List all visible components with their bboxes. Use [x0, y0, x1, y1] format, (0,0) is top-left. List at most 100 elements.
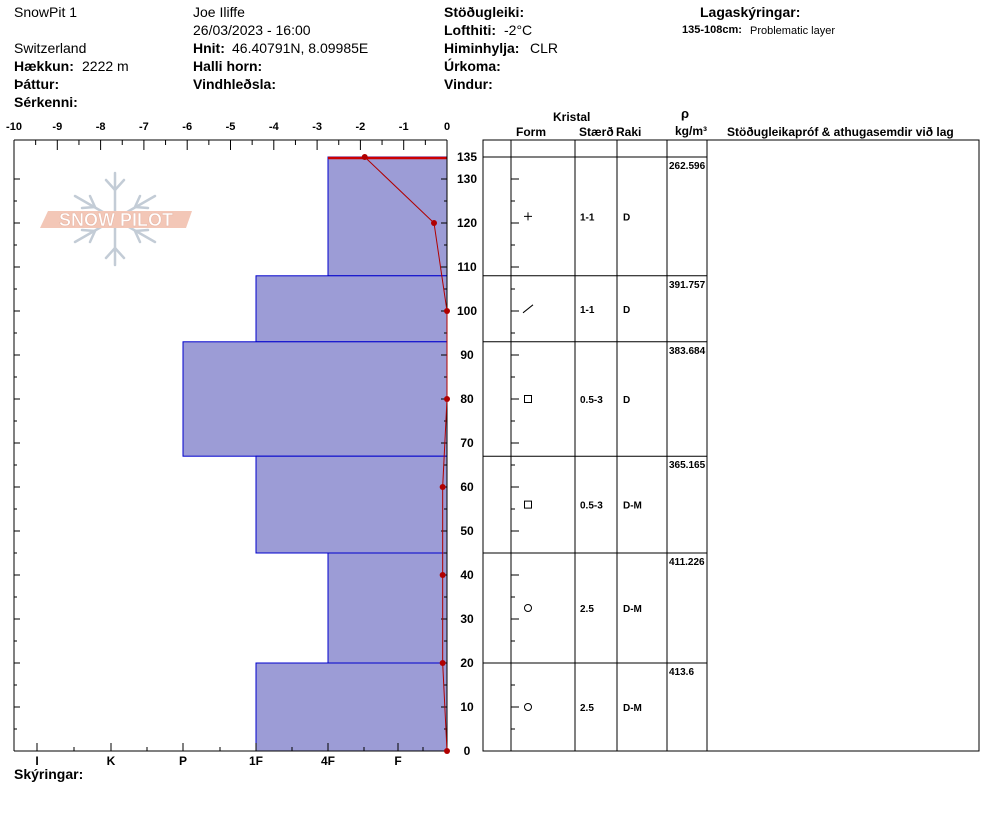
features-label: Sérkenni:	[14, 94, 78, 110]
layer-density: 391.757	[669, 280, 706, 291]
hardness-bar	[327, 552, 448, 664]
height-tick-label: 30	[460, 612, 474, 626]
coords-label: Hnit:	[193, 40, 225, 56]
temperature-point	[444, 748, 450, 754]
hardness-tick-label: F	[394, 754, 401, 768]
legend-title: Lagaskýringar:	[700, 4, 801, 20]
height-tick-label: 100	[457, 304, 477, 318]
hardness-tick-label: I	[35, 754, 38, 768]
country: Switzerland	[14, 40, 87, 56]
temperature-point	[439, 484, 446, 490]
layer-density: 413.6	[669, 667, 694, 678]
layer-size: 0.5-3	[580, 395, 603, 406]
temperature-point	[361, 154, 368, 160]
hardness-bar	[182, 341, 448, 457]
circle-icon	[524, 604, 532, 612]
layer-size: 1-1	[580, 305, 595, 316]
hardness-tick-label: P	[179, 754, 187, 768]
air-temp-label: Lofthiti:	[444, 22, 497, 38]
layer-size: 2.5	[580, 604, 594, 615]
temp-tick-label: -9	[52, 121, 62, 133]
hardness-tick-label: 1F	[249, 754, 263, 768]
layer-moisture: D-M	[623, 703, 642, 714]
footer-label: Skýringar:	[14, 766, 84, 782]
height-tick-label: 80	[460, 392, 474, 406]
layer-moisture: D	[623, 305, 630, 316]
height-tick-label: 70	[460, 436, 474, 450]
layer-moisture: D	[623, 212, 630, 223]
height-tick-label: 120	[457, 216, 477, 230]
precip-label: Úrkoma:	[444, 58, 501, 74]
comments-header: Stöðugleikapróf & athugasemdir við lag	[727, 125, 954, 139]
temp-tick-label: -3	[312, 121, 322, 133]
wind-loading-label: Vindhleðsla:	[193, 76, 276, 92]
plus-icon	[524, 212, 532, 221]
elevation-label: Hækkun:	[14, 58, 74, 74]
sky-value: CLR	[530, 40, 559, 56]
layer-density: 383.684	[669, 346, 706, 357]
crystal-header: Kristal	[553, 110, 591, 124]
height-tick-label: 50	[460, 524, 474, 538]
layer-density: 262.596	[669, 161, 706, 172]
circle-icon	[524, 703, 532, 711]
legend-range: 135-108cm:	[682, 24, 742, 36]
elevation-value: 2222 m	[82, 58, 129, 74]
air-temp-value: -2°C	[504, 22, 533, 38]
temperature-point	[431, 220, 438, 226]
aspect-label: Þáttur:	[14, 76, 60, 92]
hardness-bar	[255, 662, 448, 752]
hardness-bar	[327, 156, 448, 277]
layer-size: 0.5-3	[580, 501, 603, 512]
layer-table-frame	[482, 139, 980, 752]
hardness-tick-label: 4F	[321, 754, 335, 768]
temperature-profile-line	[364, 156, 448, 752]
wind-label: Vindur:	[444, 76, 493, 92]
temp-tick-label: -4	[269, 121, 280, 133]
height-tick-label: 110	[457, 260, 477, 274]
coords-value: 46.40791N, 8.09985E	[232, 40, 369, 56]
height-tick-label: 130	[457, 172, 477, 186]
temperature-point	[439, 572, 446, 578]
slope-label: Halli horn:	[193, 58, 263, 74]
sky-label: Himinhylja:	[444, 40, 520, 56]
height-tick-label: 0	[464, 744, 471, 758]
layer-density: 365.165	[669, 460, 706, 471]
height-tick-label: 10	[460, 700, 474, 714]
height-tick-label: 60	[460, 480, 474, 494]
temp-tick-label: -7	[139, 121, 149, 133]
size-header: Stærð	[579, 125, 614, 139]
observation-datetime: 26/03/2023 - 16:00	[193, 22, 311, 38]
height-tick-label: 90	[460, 348, 474, 362]
legend-text: Problematic layer	[750, 25, 835, 37]
hardness-tick-label: K	[107, 754, 116, 768]
pit-name: SnowPit 1	[14, 4, 78, 20]
temp-tick-label: 0	[444, 121, 450, 133]
layer-moisture: D-M	[623, 501, 642, 512]
rho-header: ρ	[681, 106, 690, 121]
temp-tick-label: -6	[182, 121, 192, 133]
layer-size: 1-1	[580, 212, 595, 223]
temperature-point	[444, 308, 450, 314]
layer-size: 2.5	[580, 703, 594, 714]
temp-tick-label: -5	[226, 121, 236, 133]
temp-tick-label: -8	[96, 121, 106, 133]
density-unit-header: kg/m³	[675, 124, 708, 138]
temperature-point	[444, 396, 450, 402]
layer-moisture: D	[623, 395, 630, 406]
moisture-header: Raki	[616, 125, 642, 139]
height-tick-label: 135	[457, 150, 477, 164]
hardness-bar	[255, 455, 448, 554]
observer-name: Joe Iliffe	[193, 4, 245, 20]
temp-tick-label: -10	[6, 121, 22, 133]
logo-text: SNOW PILOT	[59, 210, 173, 230]
snowpilot-logo: SNOW PILOT	[40, 171, 192, 267]
temp-tick-label: -1	[399, 121, 409, 133]
slash-icon	[522, 304, 534, 314]
square-icon	[524, 500, 532, 509]
layer-moisture: D-M	[623, 604, 642, 615]
hardness-bar	[255, 275, 448, 343]
square-icon	[524, 395, 532, 403]
form-header: Form	[516, 125, 546, 139]
temperature-point	[439, 660, 446, 666]
